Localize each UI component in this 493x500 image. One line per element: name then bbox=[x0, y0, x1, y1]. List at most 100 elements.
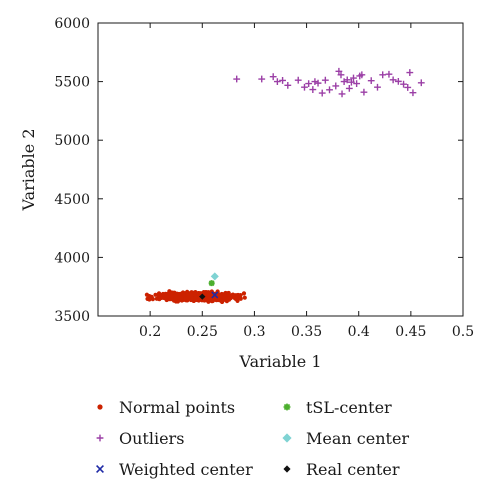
y-tick-label: 5000 bbox=[54, 133, 90, 149]
outliers-point bbox=[353, 80, 361, 87]
normal-point bbox=[170, 293, 175, 298]
outliers-point bbox=[409, 89, 417, 97]
outliers-point bbox=[279, 77, 286, 84]
legend-item: Outliers bbox=[96, 429, 184, 448]
outliers-point bbox=[326, 86, 333, 94]
normal-point bbox=[179, 295, 184, 301]
normal-point bbox=[237, 294, 242, 300]
y-tick-label: 4500 bbox=[54, 192, 90, 208]
outliers-point bbox=[294, 76, 302, 84]
outliers-point bbox=[348, 78, 355, 86]
tsl-center-point bbox=[208, 280, 215, 287]
normal-point bbox=[162, 292, 167, 297]
outliers-point bbox=[301, 83, 308, 91]
outliers-point bbox=[394, 77, 402, 85]
outliers-point bbox=[385, 70, 393, 78]
outliers-point bbox=[258, 75, 266, 83]
mean-center-point bbox=[210, 272, 219, 281]
outliers-point bbox=[404, 84, 412, 91]
normal-point bbox=[173, 295, 179, 301]
normal-point bbox=[222, 292, 228, 297]
normal-point bbox=[147, 297, 152, 302]
normal-point bbox=[210, 298, 215, 304]
outliers-point bbox=[332, 82, 340, 90]
legend-item: tSL-center bbox=[283, 398, 392, 417]
outliers-point bbox=[417, 79, 425, 87]
axes: 0.2 0.25 0.3 0.35 0.4 0.45 0.5 3500 4000 4500 5000… bbox=[54, 16, 474, 340]
normal-point bbox=[147, 294, 152, 299]
normal-point bbox=[183, 296, 188, 301]
normal-point bbox=[168, 296, 173, 302]
outliers-point bbox=[284, 81, 292, 89]
y-tick-label: 5500 bbox=[54, 75, 90, 91]
legend-marker bbox=[283, 465, 291, 473]
x-tick-label: 0.5 bbox=[452, 324, 474, 340]
outliers-point bbox=[374, 83, 381, 91]
series-outliers bbox=[233, 67, 425, 98]
legend-item: Weighted center bbox=[96, 460, 253, 479]
outliers-point bbox=[358, 71, 366, 79]
legend-marker bbox=[282, 433, 292, 443]
outliers-point bbox=[367, 77, 375, 85]
x-tick-label: 0.3 bbox=[243, 324, 265, 340]
outliers-point bbox=[273, 78, 281, 85]
outliers-point bbox=[379, 71, 387, 79]
legend-label: Outliers bbox=[119, 429, 184, 448]
outliers-point bbox=[406, 69, 414, 76]
normal-point bbox=[232, 295, 237, 301]
x-axis-title: Variable 1 bbox=[238, 352, 321, 371]
y-tick-label: 6000 bbox=[54, 16, 90, 32]
series-mean-center bbox=[210, 272, 219, 281]
outliers-point bbox=[337, 71, 345, 79]
legend-label: Real center bbox=[306, 460, 400, 479]
normal-point bbox=[186, 296, 191, 301]
legend-marker bbox=[97, 404, 103, 410]
normal-point bbox=[242, 295, 247, 300]
y-tick-label: 4000 bbox=[54, 250, 90, 266]
normal-point bbox=[226, 291, 231, 296]
series-real-center bbox=[199, 293, 206, 300]
outliers-point bbox=[345, 84, 353, 92]
outliers-point bbox=[305, 80, 313, 87]
plot-frame bbox=[97, 22, 464, 317]
normal-point bbox=[153, 292, 158, 297]
series-weighted-center bbox=[211, 291, 219, 299]
normal-point bbox=[156, 291, 162, 296]
outliers-point bbox=[321, 76, 329, 84]
real-center-point bbox=[199, 293, 206, 300]
normal-point bbox=[205, 295, 211, 300]
y-tick-label: 3500 bbox=[54, 309, 90, 325]
weighted-center-point bbox=[211, 291, 219, 299]
normal-point bbox=[159, 295, 164, 301]
legend-label: Normal points bbox=[119, 398, 235, 417]
x-tick-label: 0.35 bbox=[291, 324, 322, 340]
outliers-point bbox=[311, 78, 319, 85]
x-tick-label: 0.45 bbox=[395, 324, 426, 340]
legend-marker bbox=[96, 465, 104, 473]
normal-point bbox=[193, 295, 198, 300]
legend-label: Mean center bbox=[306, 429, 409, 448]
legend-marker bbox=[283, 403, 291, 411]
normal-point bbox=[226, 296, 231, 301]
outliers-point bbox=[269, 73, 277, 81]
x-tick-label: 0.4 bbox=[348, 324, 370, 340]
outliers-point bbox=[400, 80, 407, 88]
outliers-point bbox=[343, 76, 351, 84]
normal-point bbox=[218, 293, 223, 298]
outliers-point bbox=[233, 75, 241, 83]
series-tsl-center bbox=[208, 280, 215, 287]
legend-marker bbox=[96, 434, 104, 442]
plot-area bbox=[144, 67, 425, 305]
normal-point bbox=[196, 292, 201, 297]
normal-point bbox=[241, 291, 247, 296]
normal-point bbox=[189, 293, 194, 298]
outliers-point bbox=[318, 89, 326, 97]
legend-item: Real center bbox=[283, 460, 400, 479]
outliers-point bbox=[389, 76, 397, 84]
outliers-point bbox=[360, 88, 368, 96]
outliers-point bbox=[338, 90, 346, 98]
x-tick-label: 0.25 bbox=[187, 324, 218, 340]
legend: Normal points tSL-center Outliers Mean cent… bbox=[96, 398, 409, 479]
x-tick-label: 0.2 bbox=[139, 324, 161, 340]
